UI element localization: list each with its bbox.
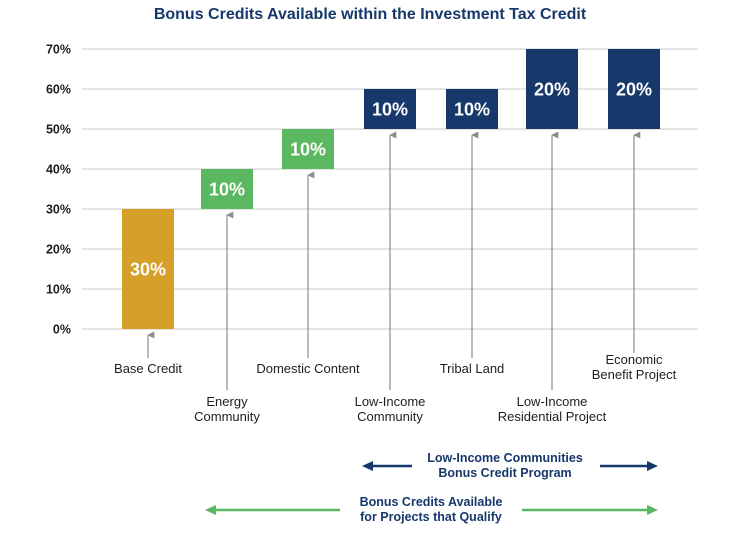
bar — [526, 49, 578, 129]
category-label: Community — [194, 409, 260, 424]
bar — [364, 89, 416, 129]
y-tick-label: 0% — [53, 323, 71, 337]
y-tick-label: 70% — [46, 43, 71, 57]
category-label: Low-Income — [517, 394, 588, 409]
y-tick-label: 10% — [46, 283, 71, 297]
bar — [282, 129, 334, 169]
y-tick-label: 40% — [46, 163, 71, 177]
category-label: Low-Income — [355, 394, 426, 409]
y-tick-label: 30% — [46, 203, 71, 217]
category-label: Domestic Content — [256, 361, 360, 376]
category-label: Tribal Land — [440, 361, 505, 376]
annotation-text: for Projects that Qualify — [360, 510, 502, 524]
category-label: Community — [357, 409, 423, 424]
bar — [446, 89, 498, 129]
annotation-text: Bonus Credits Available — [360, 495, 503, 509]
y-tick-label: 60% — [46, 83, 71, 97]
category-label: Residential Project — [498, 409, 607, 424]
bar — [608, 49, 660, 129]
y-tick-label: 50% — [46, 123, 71, 137]
bar-value-label: 10% — [454, 100, 490, 120]
bar-value-label: 20% — [616, 80, 652, 100]
annotation-text: Bonus Credit Program — [438, 466, 571, 480]
chart-title: Bonus Credits Available within the Inves… — [154, 6, 587, 23]
annotation-arrowhead — [205, 505, 216, 515]
category-label: Energy — [206, 394, 248, 409]
annotation-arrowhead — [647, 461, 658, 471]
bar-value-label: 10% — [209, 180, 245, 200]
bar-value-label: 10% — [372, 100, 408, 120]
category-label: Economic — [605, 352, 663, 367]
bar-value-label: 10% — [290, 140, 326, 160]
bar — [122, 209, 174, 329]
annotation-text: Low-Income Communities — [427, 451, 583, 465]
y-tick-label: 20% — [46, 243, 71, 257]
bar-value-label: 20% — [534, 80, 570, 100]
annotation-arrowhead — [647, 505, 658, 515]
category-label: Base Credit — [114, 361, 182, 376]
bar-value-label: 30% — [130, 260, 166, 280]
category-label: Benefit Project — [592, 367, 677, 382]
bar — [201, 169, 253, 209]
annotation-arrowhead — [362, 461, 373, 471]
